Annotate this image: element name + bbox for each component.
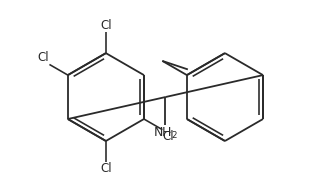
Text: NH$_2$: NH$_2$ xyxy=(153,126,178,141)
Text: Cl: Cl xyxy=(100,19,112,32)
Text: Cl: Cl xyxy=(162,130,174,143)
Text: Cl: Cl xyxy=(100,162,112,175)
Text: Cl: Cl xyxy=(38,52,50,64)
